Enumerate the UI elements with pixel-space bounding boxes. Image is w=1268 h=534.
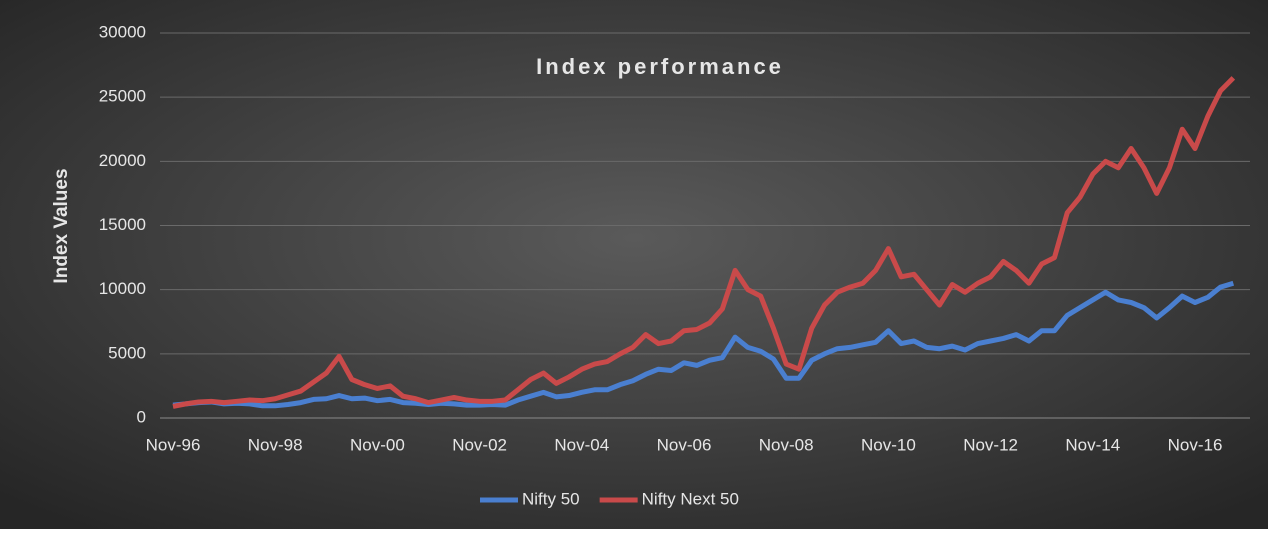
legend-label: Nifty Next 50 [642,489,739,508]
series-line [172,280,1235,409]
y-tick-label: 0 [137,407,146,426]
x-tick-label: Nov-12 [963,435,1018,454]
legend-label: Nifty 50 [522,489,580,508]
x-tick-label: Nov-10 [861,435,916,454]
x-tick-label: Nov-96 [146,435,201,454]
y-tick-label: 30000 [99,22,146,41]
x-tick-label: Nov-00 [350,435,405,454]
x-tick-label: Nov-04 [554,435,609,454]
y-tick-label: 10000 [99,279,146,298]
y-tick-label: 15000 [99,215,146,234]
y-axis-label: Index Values [51,168,72,283]
chart-title: Index performance [536,54,784,79]
x-tick-label: Nov-98 [248,435,303,454]
y-tick-label: 20000 [99,151,146,170]
series-line [172,76,1236,409]
y-tick-label: 5000 [108,343,146,362]
x-tick-label: Nov-14 [1065,435,1120,454]
x-tick-label: Nov-06 [657,435,712,454]
y-tick-label: 25000 [99,87,146,106]
x-tick-label: Nov-08 [759,435,814,454]
x-tick-label: Nov-02 [452,435,507,454]
x-tick-label: Nov-16 [1168,435,1223,454]
